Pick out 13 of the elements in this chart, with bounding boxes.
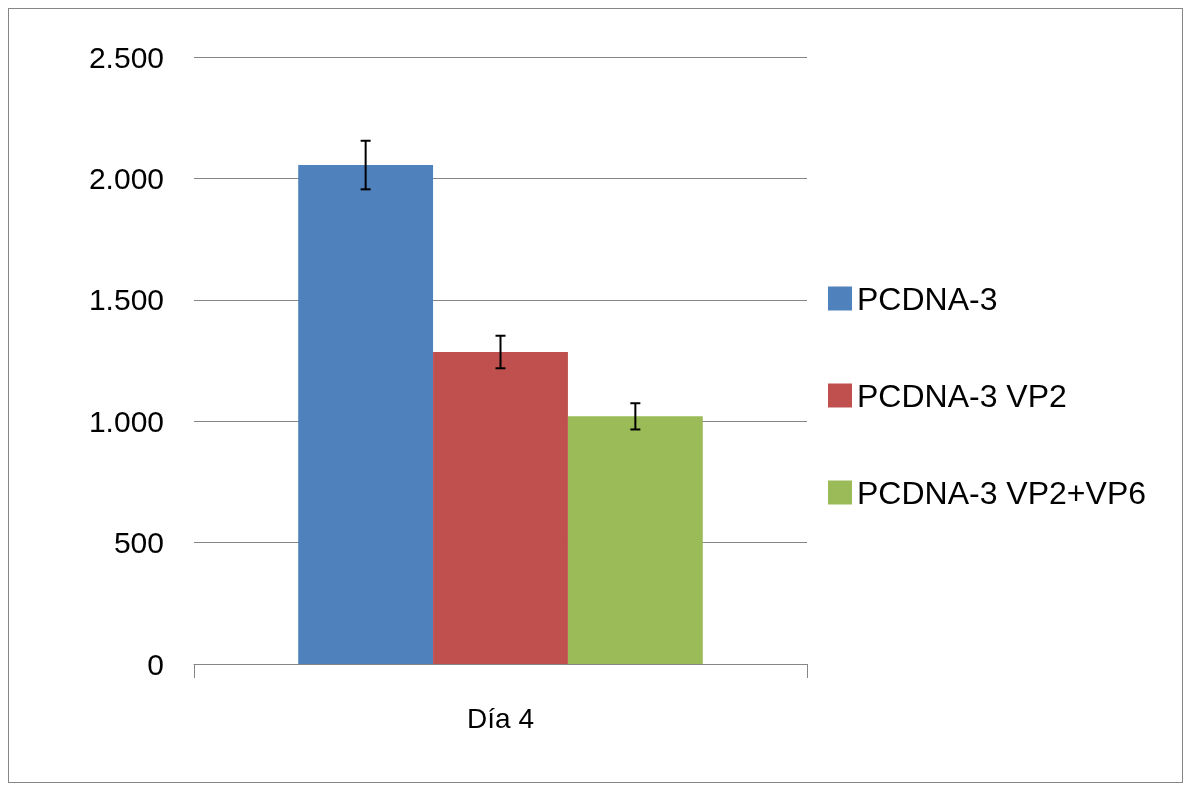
y-tick-label: 1.500: [88, 283, 164, 317]
y-tick-label: 500: [113, 526, 164, 560]
x-tick-label: Día 4: [467, 702, 534, 734]
y-tick-label: 2.000: [88, 161, 164, 195]
bar: [567, 416, 703, 664]
legend-label: PCDNA-3 VP2+VP6: [857, 474, 1147, 511]
legend-label: PCDNA-3: [857, 280, 998, 317]
bar: [298, 165, 434, 664]
y-tick-label: 1.000: [88, 404, 164, 438]
legend-label: PCDNA-3 VP2: [857, 377, 1067, 414]
y-tick-label: 2.500: [88, 40, 164, 74]
bar: [433, 352, 568, 664]
y-tick-label: 0: [147, 647, 164, 681]
